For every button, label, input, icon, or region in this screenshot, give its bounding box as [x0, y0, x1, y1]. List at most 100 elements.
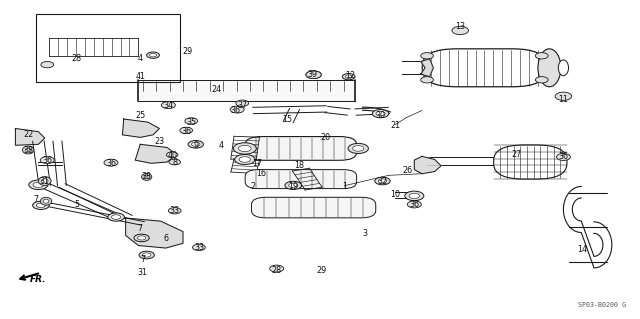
Text: 22: 22: [23, 130, 33, 139]
Ellipse shape: [289, 183, 298, 188]
Polygon shape: [401, 62, 423, 74]
Text: 31: 31: [138, 268, 148, 277]
Ellipse shape: [378, 179, 387, 183]
Text: 34: 34: [163, 100, 173, 110]
Ellipse shape: [43, 199, 49, 203]
Ellipse shape: [150, 53, 157, 57]
Polygon shape: [15, 129, 45, 145]
Text: 40: 40: [167, 151, 177, 160]
Ellipse shape: [169, 159, 180, 165]
Ellipse shape: [353, 146, 364, 151]
Ellipse shape: [36, 203, 45, 208]
Ellipse shape: [372, 109, 389, 118]
Text: 24: 24: [212, 85, 222, 94]
Ellipse shape: [188, 141, 204, 148]
Text: 6: 6: [163, 234, 168, 243]
FancyBboxPatch shape: [245, 137, 356, 160]
Ellipse shape: [147, 52, 159, 58]
Text: 29: 29: [182, 48, 193, 56]
Text: 21: 21: [390, 121, 400, 130]
Polygon shape: [33, 141, 51, 186]
Text: FR.: FR.: [30, 275, 47, 284]
Text: 4: 4: [138, 54, 143, 63]
Ellipse shape: [404, 191, 424, 201]
Text: 11: 11: [559, 95, 568, 104]
Text: 28: 28: [72, 54, 82, 63]
Text: 5: 5: [74, 200, 79, 209]
Ellipse shape: [42, 179, 48, 183]
Polygon shape: [325, 107, 350, 115]
Ellipse shape: [141, 174, 152, 180]
Ellipse shape: [104, 159, 118, 166]
Polygon shape: [395, 192, 414, 198]
Text: 41: 41: [135, 72, 145, 81]
Text: 36: 36: [559, 152, 568, 161]
Ellipse shape: [138, 236, 146, 240]
Ellipse shape: [33, 182, 44, 187]
Polygon shape: [414, 156, 441, 174]
Text: 26: 26: [403, 166, 413, 175]
Ellipse shape: [185, 118, 198, 124]
Ellipse shape: [26, 148, 31, 152]
Text: 33: 33: [194, 243, 204, 252]
Text: 32: 32: [378, 176, 387, 186]
Ellipse shape: [166, 152, 178, 158]
Polygon shape: [135, 144, 177, 163]
Polygon shape: [59, 184, 132, 219]
Text: 2: 2: [250, 182, 255, 191]
Polygon shape: [283, 108, 300, 123]
Ellipse shape: [111, 215, 121, 219]
Ellipse shape: [134, 234, 149, 242]
Polygon shape: [355, 107, 389, 115]
Ellipse shape: [536, 53, 548, 59]
Ellipse shape: [420, 77, 433, 83]
Ellipse shape: [555, 92, 572, 100]
Text: SP03-B0200 G: SP03-B0200 G: [578, 302, 626, 308]
Bar: [36, 14, 180, 82]
Ellipse shape: [239, 157, 250, 162]
FancyBboxPatch shape: [245, 170, 356, 189]
Polygon shape: [253, 106, 326, 114]
Ellipse shape: [33, 201, 49, 210]
FancyBboxPatch shape: [252, 197, 376, 218]
Text: 36: 36: [42, 156, 52, 165]
Polygon shape: [41, 183, 123, 220]
Text: 36: 36: [410, 200, 419, 209]
Ellipse shape: [139, 251, 154, 259]
Ellipse shape: [420, 53, 433, 59]
Ellipse shape: [234, 143, 256, 154]
Polygon shape: [46, 203, 144, 225]
Text: 4: 4: [219, 141, 224, 150]
Ellipse shape: [285, 181, 301, 189]
Polygon shape: [53, 141, 67, 186]
Text: 14: 14: [577, 245, 588, 254]
Text: 10: 10: [390, 190, 400, 199]
Ellipse shape: [40, 197, 52, 205]
Text: 28: 28: [271, 266, 282, 275]
Ellipse shape: [342, 73, 355, 80]
Text: 23: 23: [154, 137, 164, 146]
Ellipse shape: [348, 143, 369, 153]
Text: 15: 15: [282, 115, 292, 124]
Text: 18: 18: [294, 161, 305, 170]
Ellipse shape: [235, 154, 255, 165]
Ellipse shape: [269, 265, 284, 272]
Ellipse shape: [193, 244, 205, 250]
FancyBboxPatch shape: [422, 49, 547, 87]
Text: 36: 36: [181, 127, 191, 136]
Ellipse shape: [309, 73, 318, 77]
FancyBboxPatch shape: [493, 145, 567, 179]
Text: 12: 12: [346, 71, 356, 80]
Text: 37: 37: [237, 100, 247, 110]
Ellipse shape: [306, 71, 321, 78]
Text: 39: 39: [307, 70, 317, 79]
Polygon shape: [38, 162, 62, 165]
Ellipse shape: [40, 157, 54, 164]
Text: 38: 38: [23, 146, 33, 155]
Text: 38: 38: [141, 172, 152, 182]
Text: 13: 13: [455, 22, 465, 31]
Ellipse shape: [236, 100, 248, 106]
Ellipse shape: [376, 111, 385, 116]
Text: 17: 17: [253, 159, 262, 168]
Ellipse shape: [108, 213, 124, 221]
